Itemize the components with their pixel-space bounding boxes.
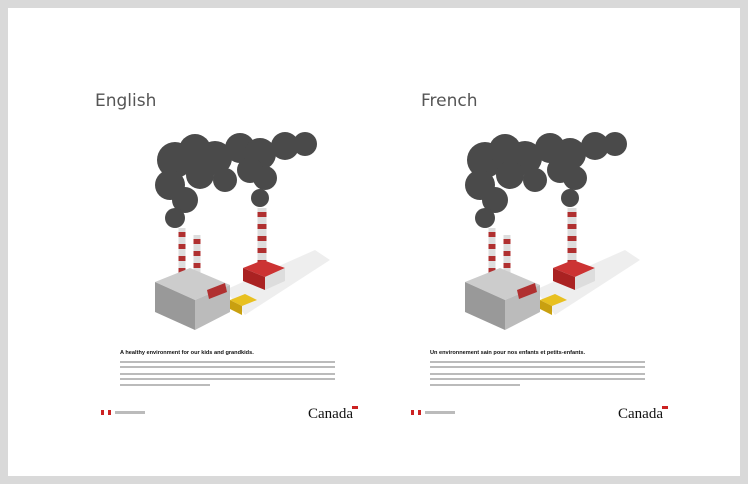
body-text	[430, 361, 645, 363]
panel-label: English	[95, 91, 156, 111]
chimney-stripe	[258, 236, 267, 241]
poster: A healthy environment for our kids and g…	[101, 132, 358, 422]
chimney-stripe	[568, 224, 577, 229]
chimney-stripe	[258, 212, 267, 217]
chimney-stripe	[568, 212, 577, 217]
wordmark: Canada	[308, 406, 353, 422]
body-text	[120, 373, 335, 375]
chimney-stripe	[504, 263, 511, 268]
smoke	[213, 168, 237, 192]
smoke	[496, 161, 524, 189]
chimney-stripe	[568, 248, 577, 253]
chimney-stripe	[194, 239, 201, 244]
smoke	[165, 208, 185, 228]
wordmark-flag	[662, 406, 668, 409]
smoke	[603, 132, 627, 156]
body-text	[430, 373, 645, 375]
chimney-stripe	[179, 232, 186, 237]
flag-center	[104, 410, 108, 415]
page: English A healthy environment for our kid…	[0, 0, 748, 484]
body-text	[430, 384, 520, 386]
chimney-stripe	[258, 224, 267, 229]
panel-label: French	[421, 91, 478, 111]
signature	[425, 411, 455, 414]
chimney-stripe	[504, 239, 511, 244]
smoke	[547, 157, 573, 183]
smoke	[523, 168, 547, 192]
chimney-stripe	[504, 251, 511, 256]
chimney-stripe	[194, 251, 201, 256]
chimney-stripe	[489, 232, 496, 237]
chimney-stripe	[258, 248, 267, 253]
chimney-stripe	[194, 263, 201, 268]
wordmark-flag	[352, 406, 358, 409]
smoke	[237, 157, 263, 183]
wordmark: Canada	[618, 406, 663, 422]
body-text	[120, 366, 335, 368]
body-text	[430, 366, 645, 368]
smoke	[251, 189, 269, 207]
poster: Un environnement sain pour nos enfants e…	[411, 132, 668, 422]
smoke	[293, 132, 317, 156]
chimney-stripe	[179, 244, 186, 249]
chimney-stripe	[568, 236, 577, 241]
chimney-stripe	[179, 256, 186, 261]
smoke	[561, 189, 579, 207]
body-text	[120, 378, 335, 380]
smoke	[475, 208, 495, 228]
headline: A healthy environment for our kids and g…	[120, 350, 254, 356]
flag-center	[414, 410, 418, 415]
chimney-stripe	[489, 256, 496, 261]
signature	[115, 411, 145, 414]
chimney-stripe	[489, 244, 496, 249]
headline: Un environnement sain pour nos enfants e…	[430, 350, 586, 356]
smoke	[186, 161, 214, 189]
body-text	[120, 384, 210, 386]
body-text	[430, 378, 645, 380]
body-text	[120, 361, 335, 363]
slide-canvas: English A healthy environment for our kid…	[0, 0, 748, 484]
